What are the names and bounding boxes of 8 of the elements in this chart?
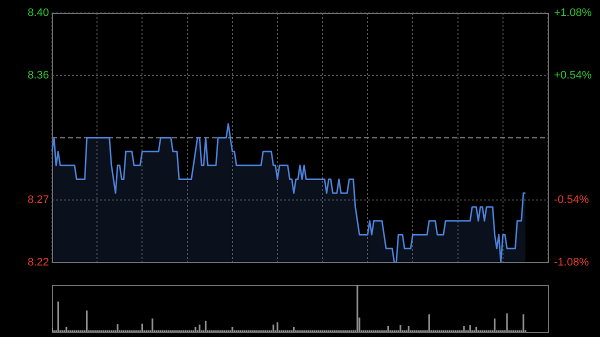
y-tick-label: 8.40 [28,7,49,20]
y-tick-label: 8.22 [28,256,49,268]
y-tick-label: 8.36 [28,69,49,82]
y2-tick-label: -1.08% [554,256,590,268]
y-tick-label: 8.27 [28,194,49,206]
y2-tick-label: -0.54% [554,194,590,206]
y2-tick-label: +1.08% [554,7,592,20]
y2-tick-label: +0.54% [554,69,592,82]
